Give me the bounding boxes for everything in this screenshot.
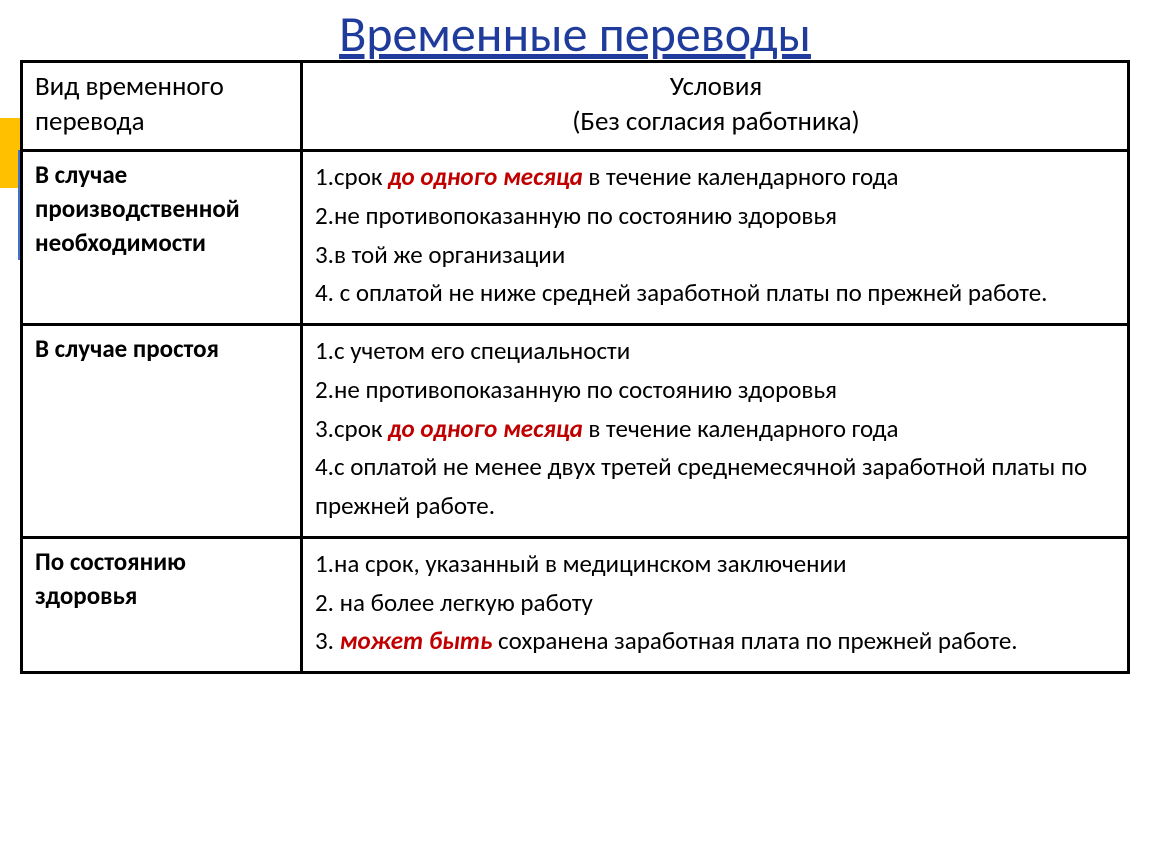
item-number: 2. <box>315 374 334 405</box>
conditions-list: 1.с учетом его специальности2.не противо… <box>315 332 1117 526</box>
conditions-list: 1.срок до одного месяца в течение календ… <box>315 158 1117 313</box>
item-number: 3. <box>315 239 334 270</box>
condition-item: 3. может быть сохранена заработная плата… <box>315 622 1117 661</box>
item-number: 3. <box>315 625 334 656</box>
slide-title: Временные переводы <box>0 4 1150 65</box>
row-conditions: 1.на срок, указанный в медицинском заклю… <box>302 537 1129 672</box>
item-highlight: может быть <box>340 625 493 656</box>
row-label: В случае простоя <box>22 325 302 538</box>
condition-item: 4. с оплатой не ниже средней заработной … <box>315 274 1117 313</box>
condition-item: 3.в той же организации <box>315 236 1117 275</box>
condition-item: 4.с оплатой не менее двух третей среднем… <box>315 448 1117 526</box>
item-highlight: до одного месяца <box>388 161 583 192</box>
item-text-pre: не противопоказанную по состоянию здоров… <box>334 374 837 405</box>
condition-item: 1.срок до одного месяца в течение календ… <box>315 158 1117 197</box>
row-label: По состоянию здоровья <box>22 537 302 672</box>
item-text-pre: в той же организации <box>334 239 565 270</box>
table-row: По состоянию здоровья 1.на срок, указанны… <box>22 537 1129 672</box>
row-conditions: 1.срок до одного месяца в течение календ… <box>302 151 1129 325</box>
item-text-post: в течение календарного года <box>583 161 899 192</box>
table-row: В случае простоя1.с учетом его специальн… <box>22 325 1129 538</box>
item-number: 2. <box>315 200 334 231</box>
header-right-line2: (Без согласия работника) <box>315 104 1117 139</box>
item-text-pre: с учетом его специальности <box>334 335 630 366</box>
condition-item: 2. на более легкую работу <box>315 584 1117 623</box>
item-text-post: в течение календарного года <box>583 413 899 444</box>
header-right-line1: Условия <box>315 69 1117 104</box>
item-text-pre: на более легкую работу <box>334 587 593 618</box>
item-text-pre: на срок, указанный в медицинском заключе… <box>334 548 847 579</box>
condition-item: 2.не противопоказанную по состоянию здор… <box>315 371 1117 410</box>
conditions-list: 1.на срок, указанный в медицинском заклю… <box>315 545 1117 661</box>
condition-item: 2.не противопоказанную по состоянию здор… <box>315 197 1117 236</box>
item-text-pre: не противопоказанную по состоянию здоров… <box>334 200 837 231</box>
transfers-table: Вид временного перевода Условия (Без сог… <box>20 60 1130 674</box>
item-number: 2. <box>315 587 334 618</box>
table-container: Вид временного перевода Условия (Без сог… <box>20 60 1130 674</box>
item-text-pre: с оплатой не менее двух третей среднемес… <box>315 451 1087 521</box>
row-label: В случае производственной необходимости <box>22 151 302 325</box>
item-number: 3. <box>315 413 334 444</box>
item-number: 1. <box>315 161 334 192</box>
item-text-pre: с оплатой не ниже средней заработной пла… <box>334 277 1048 308</box>
item-number: 1. <box>315 548 334 579</box>
condition-item: 1.на срок, указанный в медицинском заклю… <box>315 545 1117 584</box>
item-number: 4. <box>315 277 334 308</box>
item-number: 4. <box>315 451 334 482</box>
condition-item: 3.срок до одного месяца в течение календ… <box>315 410 1117 449</box>
table-row: В случае производственной необходимости 1… <box>22 151 1129 325</box>
row-conditions: 1.с учетом его специальности2.не противо… <box>302 325 1129 538</box>
item-highlight: до одного месяца <box>388 413 583 444</box>
item-text-pre: срок <box>334 161 388 192</box>
header-right: Условия (Без согласия работника) <box>302 62 1129 151</box>
table-header-row: Вид временного перевода Условия (Без сог… <box>22 62 1129 151</box>
item-text-pre: срок <box>334 413 388 444</box>
condition-item: 1.с учетом его специальности <box>315 332 1117 371</box>
item-text-post: сохранена заработная плата по прежней ра… <box>492 625 1017 656</box>
item-number: 1. <box>315 335 334 366</box>
header-left: Вид временного перевода <box>22 62 302 151</box>
